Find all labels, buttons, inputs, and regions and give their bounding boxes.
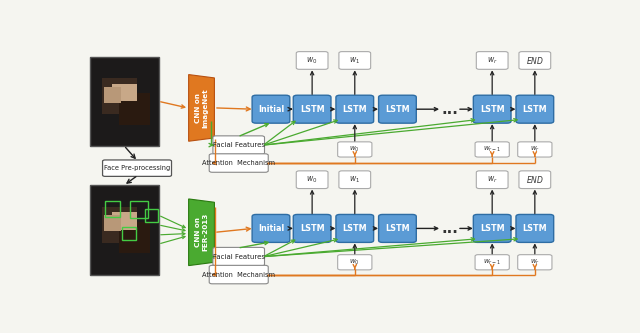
FancyBboxPatch shape: [474, 214, 511, 242]
FancyBboxPatch shape: [516, 214, 554, 242]
Text: $w_0$: $w_0$: [307, 55, 318, 66]
Text: LSTM: LSTM: [300, 105, 324, 114]
FancyBboxPatch shape: [518, 142, 552, 157]
FancyBboxPatch shape: [339, 52, 371, 69]
Text: CNN on
ImageNet: CNN on ImageNet: [195, 88, 208, 128]
Text: ...: ...: [441, 221, 458, 236]
FancyBboxPatch shape: [213, 136, 264, 154]
FancyBboxPatch shape: [516, 95, 554, 123]
Polygon shape: [189, 199, 214, 266]
Text: $w_r$: $w_r$: [487, 55, 497, 66]
FancyBboxPatch shape: [379, 95, 416, 123]
Text: Attention  Mechanism: Attention Mechanism: [202, 160, 275, 166]
FancyBboxPatch shape: [336, 214, 374, 242]
Text: $END$: $END$: [526, 174, 544, 185]
Text: LSTM: LSTM: [522, 105, 547, 114]
Text: Facial Features: Facial Features: [212, 254, 265, 260]
Text: $w_{r-1}$: $w_{r-1}$: [483, 258, 501, 267]
Text: ...: ...: [441, 102, 458, 117]
FancyBboxPatch shape: [476, 171, 508, 188]
FancyBboxPatch shape: [209, 265, 268, 284]
Bar: [119, 222, 150, 253]
Text: LSTM: LSTM: [385, 224, 410, 233]
Bar: [129, 201, 148, 218]
FancyBboxPatch shape: [102, 160, 172, 176]
Text: LSTM: LSTM: [385, 105, 410, 114]
Text: CNN on
FER-2013: CNN on FER-2013: [195, 213, 208, 251]
FancyBboxPatch shape: [213, 247, 264, 266]
FancyBboxPatch shape: [475, 255, 509, 270]
Text: $w_r$: $w_r$: [530, 258, 540, 267]
Text: $w_0$: $w_0$: [349, 258, 360, 267]
Bar: [113, 84, 137, 102]
FancyBboxPatch shape: [252, 95, 290, 123]
Text: LSTM: LSTM: [480, 224, 504, 233]
Bar: [145, 209, 158, 222]
FancyBboxPatch shape: [336, 95, 374, 123]
FancyBboxPatch shape: [296, 52, 328, 69]
FancyBboxPatch shape: [209, 154, 268, 172]
FancyBboxPatch shape: [293, 95, 331, 123]
Text: Initial: Initial: [258, 224, 284, 233]
FancyBboxPatch shape: [338, 142, 372, 157]
Text: LSTM: LSTM: [300, 224, 324, 233]
Text: $w_r$: $w_r$: [487, 174, 497, 185]
FancyBboxPatch shape: [339, 171, 371, 188]
FancyBboxPatch shape: [475, 142, 509, 157]
Bar: [90, 185, 159, 275]
FancyBboxPatch shape: [519, 171, 550, 188]
Text: $w_0$: $w_0$: [349, 145, 360, 154]
Bar: [102, 78, 137, 114]
Text: LSTM: LSTM: [342, 105, 367, 114]
Text: Face Pre-processing: Face Pre-processing: [104, 165, 170, 171]
Text: $w_r$: $w_r$: [530, 145, 540, 154]
Text: LSTM: LSTM: [522, 224, 547, 233]
FancyBboxPatch shape: [518, 255, 552, 270]
FancyBboxPatch shape: [476, 52, 508, 69]
Text: LSTM: LSTM: [342, 224, 367, 233]
Text: LSTM: LSTM: [480, 105, 504, 114]
Bar: [104, 87, 121, 103]
Text: $w_0$: $w_0$: [307, 174, 318, 185]
Text: $w_1$: $w_1$: [349, 174, 360, 185]
FancyBboxPatch shape: [379, 214, 416, 242]
FancyBboxPatch shape: [293, 214, 331, 242]
Text: Attention  Mechanism: Attention Mechanism: [202, 272, 275, 278]
FancyBboxPatch shape: [252, 214, 290, 242]
Text: $w_1$: $w_1$: [349, 55, 360, 66]
FancyBboxPatch shape: [474, 95, 511, 123]
Bar: [119, 94, 150, 125]
Text: $END$: $END$: [526, 55, 544, 66]
Text: $w_{r-1}$: $w_{r-1}$: [483, 145, 501, 154]
Bar: [90, 57, 159, 147]
Bar: [102, 206, 137, 242]
Text: Initial: Initial: [258, 105, 284, 114]
Bar: [113, 212, 137, 230]
Bar: [104, 215, 121, 231]
Polygon shape: [189, 75, 214, 141]
Bar: [105, 201, 120, 217]
FancyBboxPatch shape: [519, 52, 550, 69]
FancyBboxPatch shape: [296, 171, 328, 188]
Text: Facial Features: Facial Features: [212, 142, 265, 148]
FancyBboxPatch shape: [338, 255, 372, 270]
Bar: [122, 227, 136, 240]
